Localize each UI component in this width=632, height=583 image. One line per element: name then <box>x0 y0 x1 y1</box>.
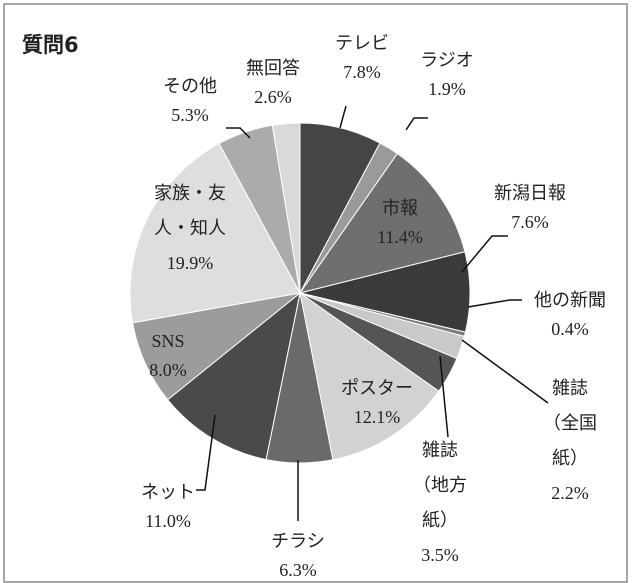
slice-label: SNS <box>151 331 184 351</box>
value-label: 7.8% <box>343 62 381 82</box>
leader-line <box>226 127 251 139</box>
value-label: 2.2% <box>551 483 589 503</box>
slice-label: 家族・友人・知人 <box>154 183 226 238</box>
leader-line <box>467 299 522 308</box>
slice-label: 市報 <box>382 198 418 218</box>
slice-label: ポスター <box>341 378 413 398</box>
slice-label: 雑誌（地方紙） <box>413 440 467 530</box>
pie-slice <box>271 122 301 294</box>
leader-line <box>461 339 549 404</box>
slice-label: チラシ <box>271 531 325 551</box>
slice-label: 雑誌（全国紙） <box>543 378 597 468</box>
value-label: 3.5% <box>421 545 459 565</box>
value-label: 5.3% <box>171 105 209 125</box>
leader-line <box>339 105 347 129</box>
slice-label: その他 <box>163 76 217 96</box>
value-label: 11.0% <box>145 511 191 531</box>
slice-label: ネット <box>141 482 195 502</box>
value-label: 2.6% <box>254 87 292 107</box>
pie-slice <box>299 291 440 461</box>
value-label: 7.6% <box>511 212 549 232</box>
value-label: 19.9% <box>167 253 214 273</box>
leader-line <box>196 414 216 491</box>
pie-slice <box>129 142 301 324</box>
value-label: 0.4% <box>551 319 589 339</box>
chart-title: 質問6 <box>22 33 79 57</box>
pie-slice <box>298 152 466 294</box>
value-label: 6.3% <box>279 560 317 580</box>
slice-label: 他の新聞 <box>534 290 606 310</box>
leader-line <box>405 117 428 131</box>
leader-line <box>439 355 449 438</box>
slice-label: 無回答 <box>246 58 300 78</box>
slice-label: 新潟日報 <box>494 183 566 203</box>
value-label: 12.1% <box>354 407 401 427</box>
value-label: 1.9% <box>428 79 466 99</box>
slice-label: ラジオ <box>420 50 474 70</box>
leader-line <box>461 235 508 273</box>
value-label: 8.0% <box>149 360 187 380</box>
value-label: 11.4% <box>377 227 423 247</box>
slice-label: テレビ <box>335 33 389 53</box>
